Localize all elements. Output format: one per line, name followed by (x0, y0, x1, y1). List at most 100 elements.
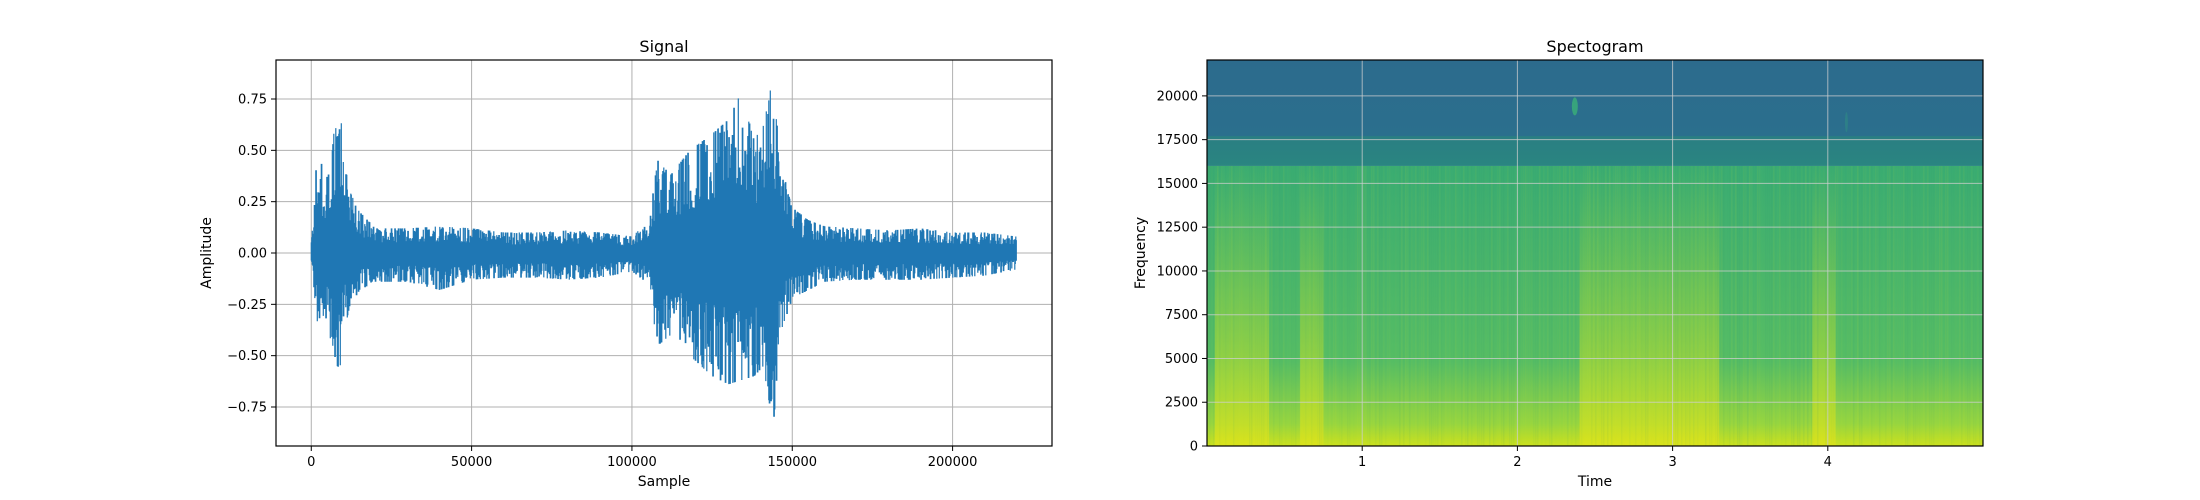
spectrogram-texture (1373, 165, 1375, 446)
spectrogram-texture (1891, 165, 1893, 446)
spectrogram-texture (1825, 165, 1827, 446)
spectrogram-texture (1635, 165, 1637, 446)
spectrogram-texture (1971, 165, 1973, 446)
spectrogram-texture (1655, 166, 1657, 446)
spectrogram-texture (1489, 165, 1491, 446)
spectrogram-texture (1237, 166, 1239, 446)
spectrogram-x-ticks: 1 2 3 4 (1358, 446, 1832, 470)
spectrogram-texture (1359, 165, 1361, 446)
spectrogram-texture (1269, 165, 1271, 446)
spectrogram-texture (1977, 166, 1979, 446)
spectrogram-texture (1259, 166, 1261, 446)
spectrogram-texture (1385, 166, 1387, 446)
spectrogram-texture (1665, 165, 1667, 446)
spectrogram-texture (1521, 166, 1523, 446)
spectrogram-texture (1711, 166, 1713, 446)
spectrogram-texture (1427, 165, 1429, 446)
spectrogram-texture (1525, 165, 1527, 446)
spectrogram-texture (1371, 165, 1373, 446)
spectrogram-texture (1943, 166, 1945, 446)
spectrogram-texture (1495, 166, 1497, 446)
spectrogram-texture (1411, 166, 1413, 446)
spectrogram-texture (1957, 166, 1959, 446)
spectrogram-texture (1305, 166, 1307, 446)
spectrogram-texture (1445, 165, 1447, 446)
spectrogram-texture (1761, 166, 1763, 446)
spectrogram-texture (1633, 165, 1635, 446)
spectrogram-texture (1921, 166, 1923, 446)
spectrogram-texture (1439, 165, 1441, 446)
spectrogram-texture (1909, 166, 1911, 446)
spectrogram-texture (1557, 166, 1559, 446)
spectrogram-texture (1541, 166, 1543, 446)
signal-x-label: Sample (638, 474, 691, 490)
spectrogram-y-label: Frequency (1133, 217, 1149, 289)
spectrogram-blip (1844, 112, 1848, 133)
spectrogram-texture (1775, 166, 1777, 446)
spectrogram-texture (1969, 166, 1971, 446)
spectrogram-texture (1211, 166, 1213, 446)
spectrogram-texture (1477, 165, 1479, 446)
spectrogram-texture (1689, 165, 1691, 446)
signal-x-tick-label: 100000 (607, 455, 657, 470)
spectrogram-texture (1585, 166, 1587, 446)
spectrogram-texture (1791, 165, 1793, 446)
spectrogram-texture (1257, 166, 1259, 446)
spectrogram-texture (1731, 165, 1733, 446)
spectrogram-texture (1973, 166, 1975, 446)
spectrogram-y-tick-label: 5000 (1165, 352, 1198, 367)
spectrogram-texture (1707, 165, 1709, 446)
spectrogram-texture (1811, 165, 1813, 446)
spectrogram-texture (1725, 166, 1727, 446)
spectrogram-texture (1621, 165, 1623, 446)
spectrogram-texture (1509, 165, 1511, 446)
spectrogram-y-ticks: 0 2500 5000 7500 10000 12500 15000 17500 20000 (1157, 89, 1207, 455)
spectrogram-texture (1729, 165, 1731, 446)
spectrogram-texture (1915, 166, 1917, 446)
spectrogram-texture (1793, 165, 1795, 446)
spectrogram-texture (1457, 166, 1459, 446)
spectrogram-texture (1735, 165, 1737, 446)
spectrogram-texture (1223, 166, 1225, 446)
spectrogram-texture (1861, 165, 1863, 446)
spectrogram-texture (1493, 165, 1495, 446)
signal-y-tick-label: 0.50 (238, 144, 267, 159)
spectrogram-texture (1397, 166, 1399, 446)
spectrogram-texture (1505, 166, 1507, 446)
spectrogram-texture (1803, 165, 1805, 446)
spectrogram-texture (1573, 165, 1575, 446)
spectrogram-texture (1255, 166, 1257, 446)
spectrogram-texture (1347, 165, 1349, 446)
spectrogram-texture (1449, 166, 1451, 446)
signal-x-tick-label: 200000 (928, 455, 978, 470)
spectrogram-texture (1307, 166, 1309, 446)
spectrogram-texture (1591, 165, 1593, 446)
spectrogram-texture (1261, 165, 1263, 446)
spectrogram-texture (1781, 166, 1783, 446)
spectrogram-texture (1857, 165, 1859, 446)
spectrogram-y-tick-label: 10000 (1157, 264, 1198, 279)
spectrogram-texture (1901, 166, 1903, 446)
spectrogram-texture (1451, 166, 1453, 446)
spectrogram-texture (1967, 165, 1969, 446)
spectrogram-texture (1727, 166, 1729, 446)
spectrogram-texture (1757, 165, 1759, 446)
spectrogram-texture (1643, 166, 1645, 446)
spectrogram-texture (1933, 166, 1935, 446)
spectrogram-texture (1809, 165, 1811, 446)
spectrogram-texture (1287, 166, 1289, 446)
spectrogram-texture (1905, 165, 1907, 446)
spectrogram-texture (1267, 166, 1269, 446)
spectrogram-texture (1673, 166, 1675, 446)
spectrogram-texture (1953, 166, 1955, 446)
spectrogram-texture (1283, 165, 1285, 446)
spectrogram-texture (1571, 166, 1573, 446)
spectrogram-texture (1471, 166, 1473, 446)
spectrogram-texture (1879, 165, 1881, 446)
spectrogram-texture (1437, 165, 1439, 446)
spectrogram-texture (1209, 166, 1211, 446)
spectrogram-texture (1769, 165, 1771, 446)
spectrogram-texture (1581, 165, 1583, 446)
spectrogram-texture (1233, 165, 1235, 446)
